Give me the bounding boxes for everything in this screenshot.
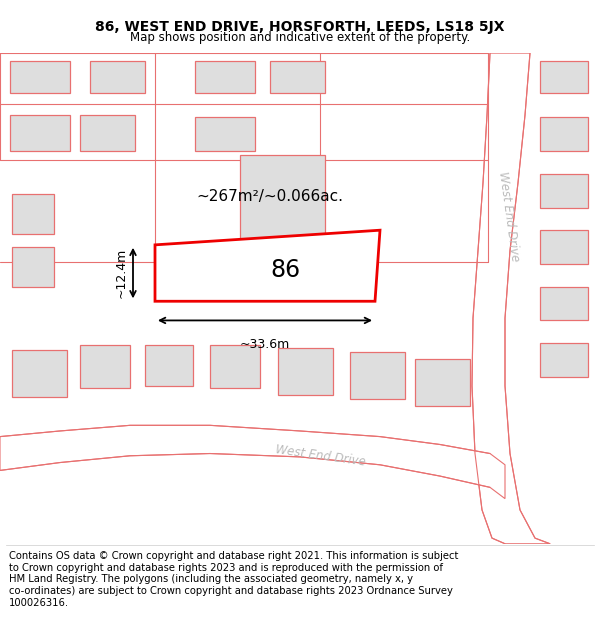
Text: Map shows position and indicative extent of the property.: Map shows position and indicative extent… [130,31,470,44]
Polygon shape [540,343,588,377]
Polygon shape [210,345,260,388]
Polygon shape [472,53,550,544]
Polygon shape [278,348,333,395]
Polygon shape [145,345,193,386]
Polygon shape [0,426,505,499]
Polygon shape [540,230,588,264]
Polygon shape [540,174,588,208]
Polygon shape [540,287,588,321]
Polygon shape [80,345,130,388]
Polygon shape [540,118,588,151]
Polygon shape [195,118,255,151]
Polygon shape [240,154,325,245]
Text: ~12.4m: ~12.4m [115,248,128,298]
Polygon shape [12,194,54,234]
Text: West End Drive: West End Drive [496,171,522,262]
Polygon shape [12,247,54,287]
Polygon shape [540,61,588,92]
Polygon shape [90,61,145,92]
Text: 86, WEST END DRIVE, HORSFORTH, LEEDS, LS18 5JX: 86, WEST END DRIVE, HORSFORTH, LEEDS, LS… [95,20,505,34]
Polygon shape [270,61,325,92]
Polygon shape [350,352,405,399]
Text: Contains OS data © Crown copyright and database right 2021. This information is : Contains OS data © Crown copyright and d… [9,551,458,608]
Text: ~267m²/~0.066ac.: ~267m²/~0.066ac. [197,189,343,204]
Polygon shape [155,230,380,301]
Polygon shape [10,115,70,151]
Polygon shape [415,359,470,406]
Text: West End Drive: West End Drive [274,443,366,469]
Polygon shape [80,115,135,151]
Polygon shape [195,61,255,92]
Polygon shape [12,350,67,397]
Text: 86: 86 [270,258,300,282]
Text: ~33.6m: ~33.6m [240,339,290,351]
Polygon shape [10,61,70,92]
